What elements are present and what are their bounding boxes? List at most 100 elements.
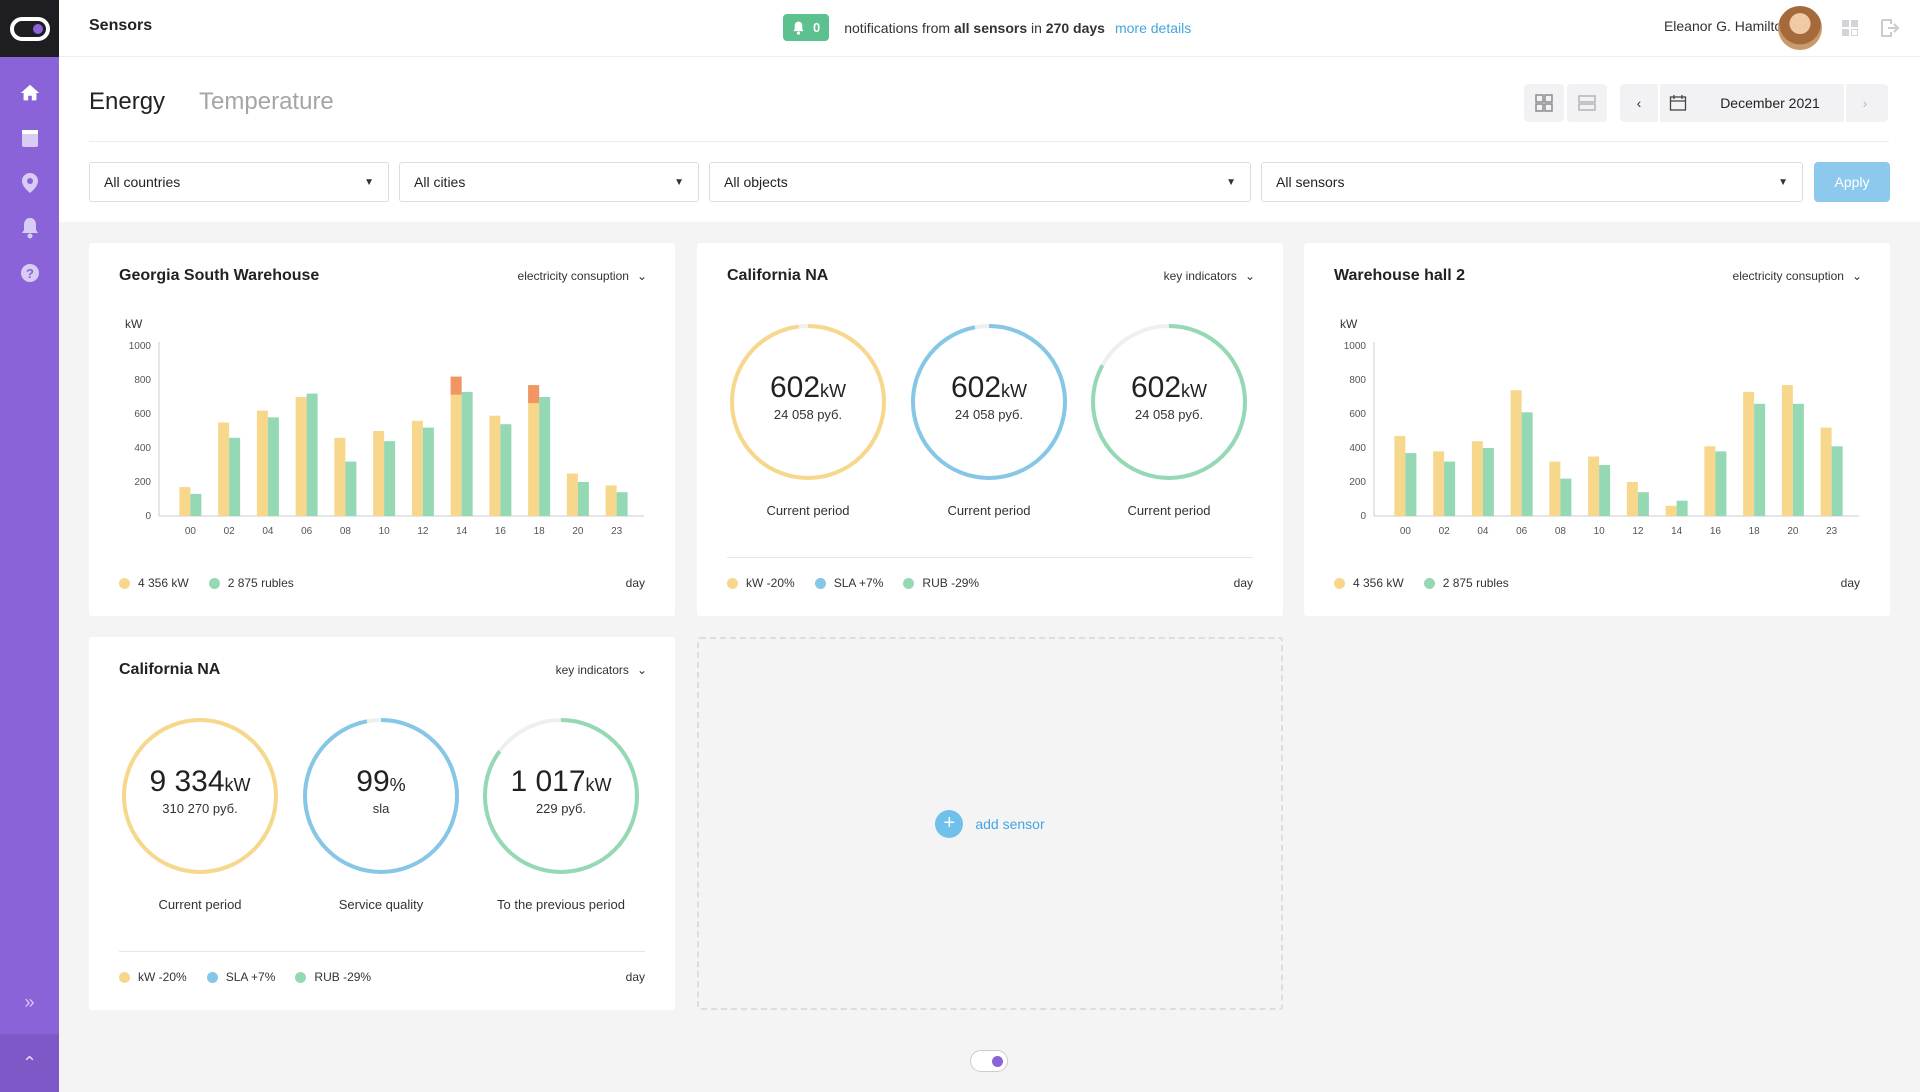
bar[interactable] bbox=[1831, 446, 1843, 516]
calendar-grid-icon[interactable] bbox=[0, 118, 59, 158]
expand-sidebar-icon[interactable]: » bbox=[24, 991, 35, 1012]
sensor-select[interactable]: All sensors ▼ bbox=[1261, 162, 1803, 202]
period-label[interactable]: day bbox=[1840, 576, 1860, 590]
view-toggle[interactable] bbox=[970, 1050, 1008, 1072]
period-label[interactable]: day bbox=[625, 576, 645, 590]
logout-icon[interactable] bbox=[1879, 17, 1901, 39]
bar[interactable] bbox=[1781, 385, 1793, 516]
grid-view-button[interactable] bbox=[1524, 84, 1564, 122]
bar[interactable] bbox=[345, 461, 357, 516]
bar[interactable] bbox=[1820, 427, 1832, 516]
bar[interactable] bbox=[411, 420, 423, 516]
y-tick-label: 600 bbox=[134, 409, 151, 420]
bar[interactable] bbox=[179, 487, 191, 516]
metric-dropdown[interactable]: electricity consuption ⌄ bbox=[518, 269, 647, 283]
bar-highlight bbox=[450, 376, 462, 395]
ring-caption: To the previous period bbox=[497, 897, 625, 912]
bar[interactable] bbox=[1626, 482, 1638, 516]
bar[interactable] bbox=[1471, 441, 1483, 516]
bar[interactable] bbox=[190, 493, 202, 516]
metric-dropdown[interactable]: electricity consuption ⌄ bbox=[1733, 269, 1862, 283]
notification-badge[interactable]: 0 bbox=[783, 14, 830, 41]
object-select[interactable]: All objects ▼ bbox=[709, 162, 1251, 202]
bar[interactable] bbox=[229, 437, 241, 516]
bar[interactable] bbox=[528, 385, 540, 516]
bell-icon[interactable] bbox=[0, 208, 59, 248]
y-axis-label: kW bbox=[125, 317, 143, 331]
help-icon[interactable]: ? bbox=[0, 253, 59, 293]
bar[interactable] bbox=[218, 422, 230, 517]
bar[interactable] bbox=[1754, 403, 1766, 516]
collapse-up-icon[interactable]: ⌃ bbox=[0, 1034, 59, 1092]
bar[interactable] bbox=[1510, 390, 1522, 516]
legend-label: SLA +7% bbox=[833, 576, 884, 590]
chevron-left-icon[interactable]: ‹ bbox=[1620, 84, 1660, 122]
ring-progress bbox=[483, 718, 639, 874]
bar[interactable] bbox=[384, 441, 396, 516]
more-details-link[interactable]: more details bbox=[1114, 19, 1192, 36]
user-name[interactable]: Eleanor G. Hamilton bbox=[1663, 18, 1790, 34]
bar[interactable] bbox=[422, 427, 434, 516]
bar[interactable] bbox=[1521, 412, 1533, 516]
bar[interactable] bbox=[1665, 505, 1677, 516]
bar[interactable] bbox=[1394, 436, 1406, 516]
bar[interactable] bbox=[1588, 456, 1600, 517]
chevron-right-icon[interactable]: › bbox=[1844, 84, 1884, 122]
bar[interactable] bbox=[605, 485, 617, 516]
bar[interactable] bbox=[1444, 461, 1456, 516]
bar[interactable] bbox=[616, 492, 628, 516]
bar[interactable] bbox=[1433, 451, 1445, 516]
bar[interactable] bbox=[267, 417, 279, 516]
bar[interactable] bbox=[566, 473, 578, 517]
bar[interactable] bbox=[1560, 478, 1572, 516]
bar[interactable] bbox=[1715, 451, 1727, 516]
ring-subvalue: 229 руб. bbox=[535, 801, 587, 816]
bar[interactable] bbox=[1637, 492, 1649, 516]
app-logo[interactable] bbox=[0, 0, 59, 57]
bar[interactable] bbox=[577, 482, 589, 516]
bar[interactable] bbox=[1405, 453, 1417, 516]
bar[interactable] bbox=[1743, 391, 1755, 516]
legend-label: RUB -29% bbox=[314, 970, 372, 984]
add-sensor-card[interactable]: + add sensor bbox=[697, 637, 1283, 1010]
x-tick-label: 08 bbox=[1555, 526, 1567, 537]
widgets-icon[interactable] bbox=[1839, 17, 1861, 39]
ring-progress bbox=[730, 324, 886, 480]
tab-temperature[interactable]: Temperature bbox=[199, 88, 334, 115]
avatar[interactable] bbox=[1778, 6, 1822, 50]
ring-caption: Service quality bbox=[338, 897, 424, 912]
period-label[interactable]: day bbox=[1233, 576, 1253, 590]
period-label[interactable]: day bbox=[625, 970, 645, 984]
bar[interactable] bbox=[461, 391, 473, 516]
legend-item: 4 356 kW bbox=[1334, 576, 1404, 590]
metric-dropdown[interactable]: key indicators ⌄ bbox=[1164, 269, 1255, 283]
x-tick-label: 08 bbox=[340, 526, 352, 537]
bar[interactable] bbox=[1792, 403, 1804, 516]
country-select[interactable]: All countries ▼ bbox=[89, 162, 389, 202]
apply-button[interactable]: Apply bbox=[1814, 162, 1890, 202]
bar[interactable] bbox=[539, 397, 551, 516]
list-view-button[interactable] bbox=[1567, 84, 1607, 122]
bar[interactable] bbox=[1549, 461, 1561, 516]
yellow-dot-icon bbox=[119, 971, 130, 983]
bar[interactable] bbox=[500, 424, 512, 516]
bar[interactable] bbox=[295, 397, 307, 516]
bar[interactable] bbox=[334, 437, 346, 516]
bar[interactable] bbox=[1676, 500, 1688, 516]
bar[interactable] bbox=[306, 393, 318, 516]
bar[interactable] bbox=[373, 431, 385, 516]
card-legend: 4 356 kW 2 875 rubles day bbox=[1334, 576, 1860, 590]
location-pin-icon[interactable] bbox=[0, 163, 59, 203]
bar[interactable] bbox=[450, 376, 462, 516]
city-select[interactable]: All cities ▼ bbox=[399, 162, 699, 202]
ring-unit: kW bbox=[1181, 381, 1208, 401]
bar[interactable] bbox=[1599, 465, 1611, 516]
tab-energy[interactable]: Energy bbox=[89, 88, 166, 115]
home-icon[interactable] bbox=[0, 73, 59, 113]
metric-dropdown[interactable]: key indicators ⌄ bbox=[556, 663, 647, 677]
bar[interactable] bbox=[1704, 446, 1716, 516]
bar[interactable] bbox=[1482, 448, 1494, 516]
bar[interactable] bbox=[489, 415, 501, 516]
date-picker[interactable]: ‹ December 2021 › bbox=[1620, 84, 1888, 122]
bar[interactable] bbox=[256, 410, 268, 516]
